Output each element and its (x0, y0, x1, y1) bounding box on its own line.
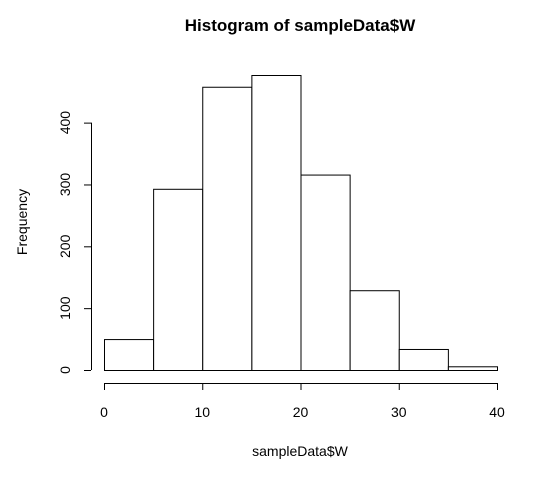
y-tick-label-2: 200 (57, 234, 73, 258)
x-axis-title: sampleData$W (252, 443, 348, 459)
x-tick-label-1: 10 (194, 404, 210, 420)
y-tick-label-3: 300 (57, 173, 73, 197)
y-axis-title: Frequency (14, 189, 30, 255)
y-tick-label-0: 0 (57, 366, 73, 374)
histogram-bar-7 (447, 366, 498, 371)
histogram-bar-2 (202, 86, 253, 372)
x-tick-label-2: 20 (293, 404, 309, 420)
histogram-bar-0 (104, 339, 155, 372)
x-tick-label-0: 0 (100, 404, 108, 420)
x-axis: 0 10 20 30 40 (100, 383, 505, 420)
y-axis: 0 100 200 300 400 (57, 111, 92, 374)
bars-group (104, 75, 498, 372)
histogram-bar-1 (153, 188, 204, 371)
y-tick-label-4: 400 (57, 111, 73, 135)
histogram-bar-3 (251, 75, 302, 371)
chart-title: Histogram of sampleData$W (185, 16, 416, 35)
x-tick-label-3: 30 (391, 404, 407, 420)
x-tick-label-4: 40 (489, 404, 505, 420)
histogram-bar-5 (349, 290, 400, 371)
histogram-bar-4 (300, 174, 351, 371)
histogram-bar-6 (398, 348, 449, 372)
y-tick-label-1: 100 (57, 296, 73, 320)
